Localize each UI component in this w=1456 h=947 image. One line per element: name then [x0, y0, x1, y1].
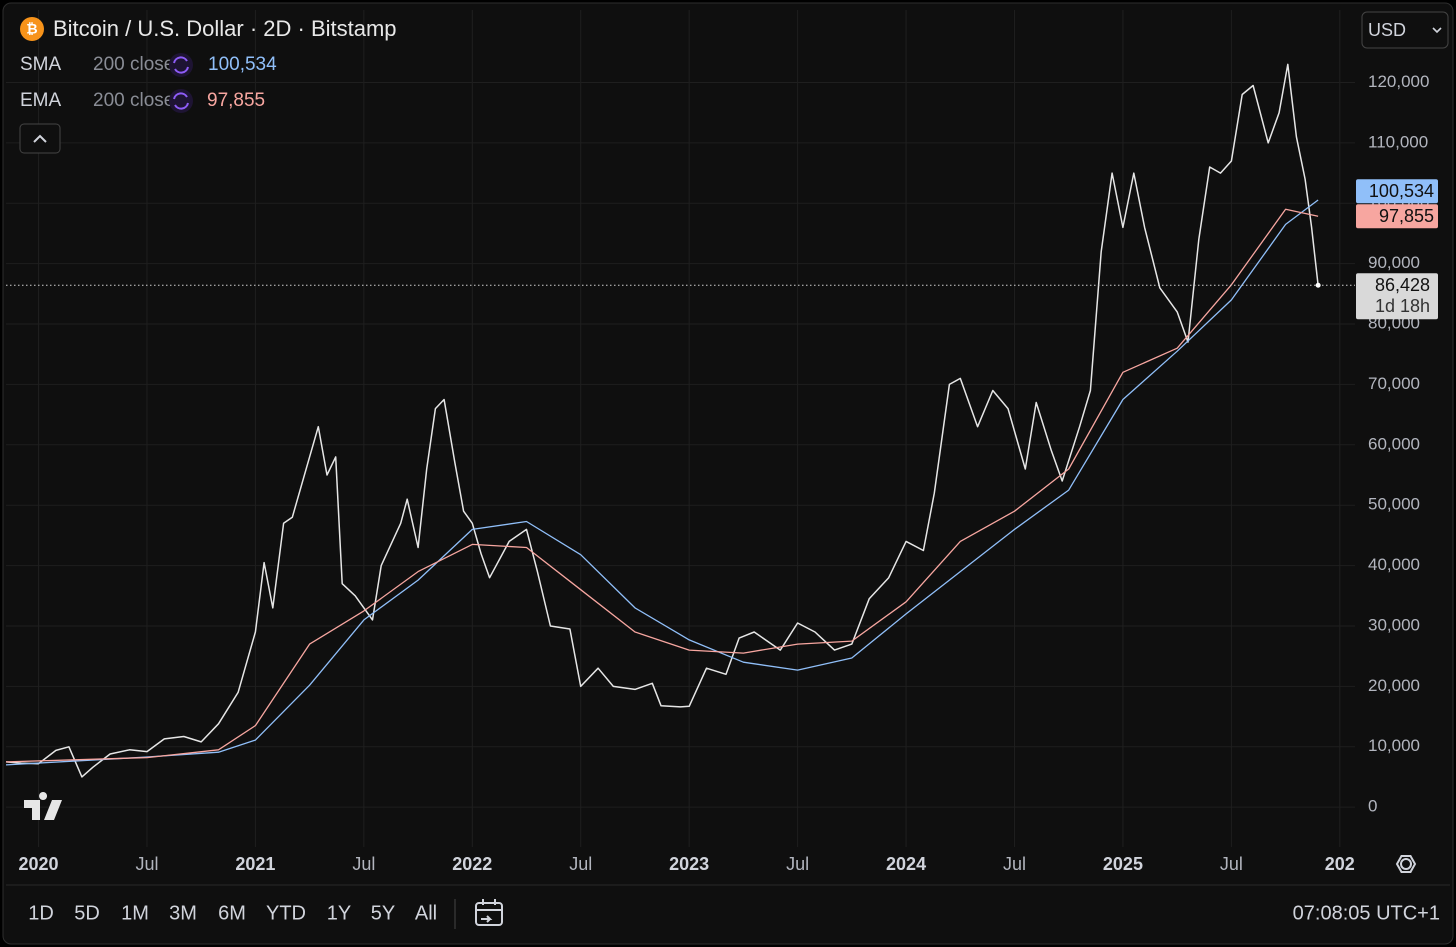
x-tick-label: 2024	[886, 854, 926, 874]
x-tick-label: Jul	[569, 854, 592, 874]
x-tick-label: 2022	[452, 854, 492, 874]
plot	[5, 63, 1355, 778]
range-button[interactable]: All	[415, 902, 437, 924]
refresh-glyph	[173, 92, 189, 110]
range-button[interactable]: 6M	[218, 902, 246, 924]
bar-countdown: 1d 18h	[1375, 296, 1430, 316]
indicator-params: 200 close	[93, 90, 174, 111]
y-tick-label: 20,000	[1368, 676, 1420, 695]
y-tick-label: 0	[1368, 797, 1377, 816]
y-tick-label: 70,000	[1368, 374, 1420, 393]
range-button[interactable]: 1Y	[327, 902, 351, 924]
currency-select[interactable]	[1361, 11, 1449, 49]
y-tick-label: 90,000	[1368, 253, 1420, 272]
series-line	[5, 208, 1319, 763]
axis-price-text: 100,534	[1369, 181, 1434, 201]
chevron-up	[33, 134, 47, 143]
settings-icon[interactable]	[1400, 858, 1412, 870]
y-tick-label: 110,000	[1368, 132, 1428, 151]
y-tick-label: 30,000	[1368, 615, 1420, 634]
refresh-glyph	[173, 56, 189, 74]
y-tick-label: 120,000	[1368, 72, 1429, 91]
calendar-icon[interactable]	[475, 902, 503, 926]
x-tick-label: 2021	[235, 854, 275, 874]
y-tick-label: 50,000	[1368, 495, 1420, 514]
chevron-down	[1432, 27, 1442, 34]
series-line	[5, 63, 1319, 778]
range-button[interactable]: 5D	[74, 902, 100, 924]
range-bar: 1D 5D 1M 3M 6M YTD 1Y 5Y All	[28, 902, 437, 924]
grid	[6, 10, 1355, 847]
collapse-button[interactable]	[19, 123, 61, 154]
price-dot	[1315, 282, 1321, 288]
x-tick-label: Jul	[1003, 854, 1026, 874]
indicator-value: 100,534	[208, 54, 277, 75]
currency-label: USD	[1368, 20, 1406, 40]
logo	[24, 792, 62, 820]
axis-price-label	[1356, 273, 1438, 320]
range-button[interactable]: 3M	[169, 902, 197, 924]
axis-price-text: 86,428	[1375, 275, 1430, 295]
axis-price-label	[1356, 204, 1438, 229]
x-tick-label: Jul	[786, 854, 809, 874]
y-tick-label: 60,000	[1368, 434, 1420, 453]
settings-gear	[1395, 855, 1417, 873]
x-tick-label: Jul	[352, 854, 375, 874]
range-button[interactable]: 1D	[28, 902, 54, 924]
y-tick-label: 40,000	[1368, 555, 1420, 574]
x-tick-label: 202	[1325, 854, 1355, 874]
range-button[interactable]: 1M	[121, 902, 149, 924]
indicator-params: 200 close	[93, 54, 174, 75]
axis-price-text: 97,855	[1379, 206, 1434, 226]
chart-title: Bitcoin / U.S. Dollar · 2D · Bitstamp	[53, 16, 397, 41]
calendar-glyph	[476, 899, 502, 923]
coin-icon	[20, 17, 44, 41]
range-button[interactable]: 5Y	[371, 902, 395, 924]
x-tick-label: Jul	[135, 854, 158, 874]
axis-price-label	[1356, 179, 1438, 204]
x-tick-label: 2020	[19, 854, 59, 874]
y-tick-label: 10,000	[1368, 736, 1420, 755]
x-tick-label: 2025	[1103, 854, 1143, 874]
range-button[interactable]: YTD	[266, 902, 306, 924]
indicator-name[interactable]: SMA	[20, 54, 62, 75]
clock: 07:08:05 UTC+1	[1293, 902, 1440, 924]
x-tick-label: Jul	[1220, 854, 1243, 874]
coin-glyph: ₿	[26, 21, 37, 37]
indicator-value: 97,855	[207, 90, 265, 111]
indicator-name[interactable]: EMA	[20, 90, 62, 111]
x-tick-label: 2023	[669, 854, 709, 874]
